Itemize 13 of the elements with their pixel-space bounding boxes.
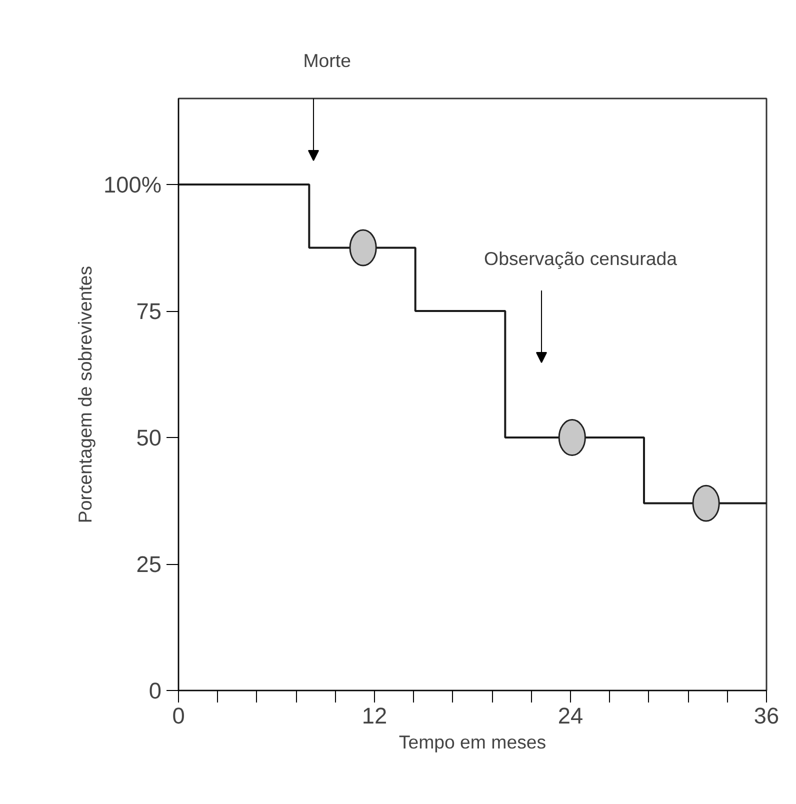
y-tick-label: 25 — [136, 551, 162, 578]
y-tick-label: 100% — [104, 172, 162, 198]
x-tick-label: 12 — [362, 702, 388, 728]
x-tick-label: 36 — [754, 702, 780, 728]
x-tick-label: 0 — [172, 702, 185, 728]
y-tick-label: 0 — [148, 678, 162, 704]
text: Morte — [303, 50, 351, 71]
y-axis-title: Porcentagem de sobreviventes — [74, 266, 96, 524]
y-tick-label: 50 — [136, 424, 162, 451]
x-axis-title: Tempo em meses — [398, 732, 546, 752]
x-tick-label: 24 — [558, 702, 584, 728]
y-tick-label: 75 — [136, 298, 162, 324]
annotation: Observação censurada — [484, 248, 678, 269]
